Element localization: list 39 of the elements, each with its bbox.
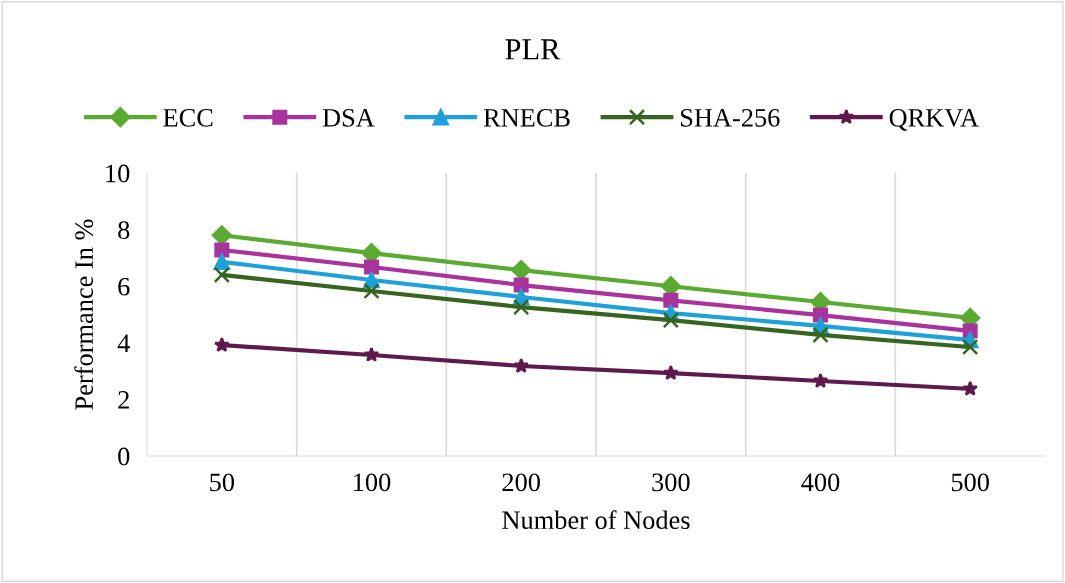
point	[511, 259, 532, 281]
chart-title: PLR	[505, 39, 561, 60]
y-tick-label: 0	[118, 447, 130, 466]
legend-label: SHA-256	[680, 108, 780, 127]
y-axis-title: Performance In %	[74, 219, 94, 410]
y-tick-label: 10	[106, 164, 130, 183]
point	[363, 282, 380, 300]
point	[213, 336, 230, 352]
point	[962, 380, 979, 396]
point	[363, 346, 380, 362]
point	[513, 357, 530, 373]
point	[213, 253, 231, 271]
legend-label: QRKVA	[889, 108, 979, 131]
point	[812, 372, 829, 388]
y-tick-label: 8	[118, 221, 130, 240]
x-tick-label: 50	[210, 473, 235, 492]
legend-label: RNECB	[483, 108, 570, 127]
point	[512, 298, 530, 316]
x-axis-title: Number of Nodes	[502, 510, 690, 530]
point	[214, 242, 230, 258]
point	[364, 259, 379, 275]
point	[961, 338, 979, 356]
x-tick-label: 500	[951, 473, 989, 492]
point	[813, 307, 828, 323]
legend-label: ECC	[163, 108, 213, 127]
x-tick-label: 300	[652, 473, 690, 492]
y-tick-label: 4	[117, 334, 130, 352]
y-tick-label: 2	[118, 391, 129, 409]
point	[662, 311, 680, 329]
point	[812, 326, 829, 344]
point	[663, 292, 679, 308]
point	[513, 277, 529, 293]
y-tick-label: 6	[118, 277, 130, 296]
point	[213, 266, 231, 284]
point	[662, 364, 679, 380]
legend-label: DSA	[322, 108, 375, 127]
x-tick-label: 100	[354, 473, 391, 492]
x-tick-label: 200	[502, 473, 540, 492]
x-tick-label: 400	[801, 473, 840, 492]
